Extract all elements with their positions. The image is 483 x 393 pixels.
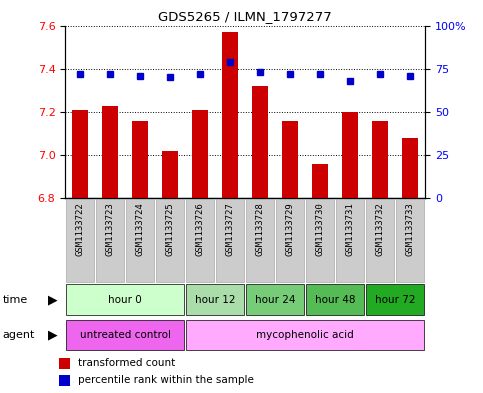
FancyBboxPatch shape (366, 199, 394, 282)
Text: ▶: ▶ (48, 293, 58, 306)
FancyBboxPatch shape (66, 320, 184, 351)
Bar (222, 32, 239, 198)
FancyBboxPatch shape (127, 199, 154, 282)
Bar (162, 151, 178, 198)
Bar (59, 358, 71, 369)
Bar (342, 112, 358, 198)
Bar (59, 375, 71, 386)
Text: hour 0: hour 0 (108, 295, 142, 305)
Text: GSM1133728: GSM1133728 (256, 202, 265, 255)
FancyBboxPatch shape (276, 199, 304, 282)
Text: time: time (2, 295, 28, 305)
Bar (402, 138, 418, 198)
FancyBboxPatch shape (246, 199, 274, 282)
FancyBboxPatch shape (66, 284, 184, 315)
Bar (282, 121, 298, 198)
Text: percentile rank within the sample: percentile rank within the sample (78, 375, 254, 385)
Text: GSM1133730: GSM1133730 (315, 202, 325, 255)
Bar (312, 164, 328, 198)
FancyBboxPatch shape (306, 199, 334, 282)
Bar (252, 86, 269, 198)
Text: hour 48: hour 48 (315, 295, 355, 305)
Text: agent: agent (2, 330, 35, 340)
Text: hour 12: hour 12 (195, 295, 235, 305)
FancyBboxPatch shape (156, 199, 184, 282)
Text: GSM1133724: GSM1133724 (136, 202, 145, 255)
Text: mycophenolic acid: mycophenolic acid (256, 330, 354, 340)
FancyBboxPatch shape (396, 199, 424, 282)
FancyBboxPatch shape (66, 199, 94, 282)
Text: transformed count: transformed count (78, 358, 175, 368)
Text: hour 72: hour 72 (375, 295, 415, 305)
Text: GSM1133727: GSM1133727 (226, 202, 235, 255)
Bar (132, 121, 148, 198)
Text: hour 24: hour 24 (255, 295, 296, 305)
Text: GSM1133731: GSM1133731 (345, 202, 355, 255)
FancyBboxPatch shape (186, 320, 424, 351)
Title: GDS5265 / ILMN_1797277: GDS5265 / ILMN_1797277 (158, 10, 332, 23)
FancyBboxPatch shape (216, 199, 244, 282)
FancyBboxPatch shape (366, 284, 424, 315)
Text: GSM1133732: GSM1133732 (376, 202, 384, 255)
Bar (372, 121, 388, 198)
Text: GSM1133725: GSM1133725 (166, 202, 175, 255)
Text: GSM1133723: GSM1133723 (106, 202, 114, 255)
Text: GSM1133726: GSM1133726 (196, 202, 205, 255)
FancyBboxPatch shape (306, 284, 364, 315)
Text: GSM1133722: GSM1133722 (76, 202, 85, 255)
Bar (102, 105, 118, 198)
Text: GSM1133729: GSM1133729 (285, 202, 295, 255)
Text: GSM1133733: GSM1133733 (406, 202, 414, 255)
FancyBboxPatch shape (336, 199, 364, 282)
Text: ▶: ▶ (48, 329, 58, 342)
FancyBboxPatch shape (246, 284, 304, 315)
Bar (192, 110, 208, 198)
Text: untreated control: untreated control (80, 330, 170, 340)
Bar (72, 110, 88, 198)
FancyBboxPatch shape (186, 199, 214, 282)
FancyBboxPatch shape (97, 199, 124, 282)
FancyBboxPatch shape (186, 284, 244, 315)
